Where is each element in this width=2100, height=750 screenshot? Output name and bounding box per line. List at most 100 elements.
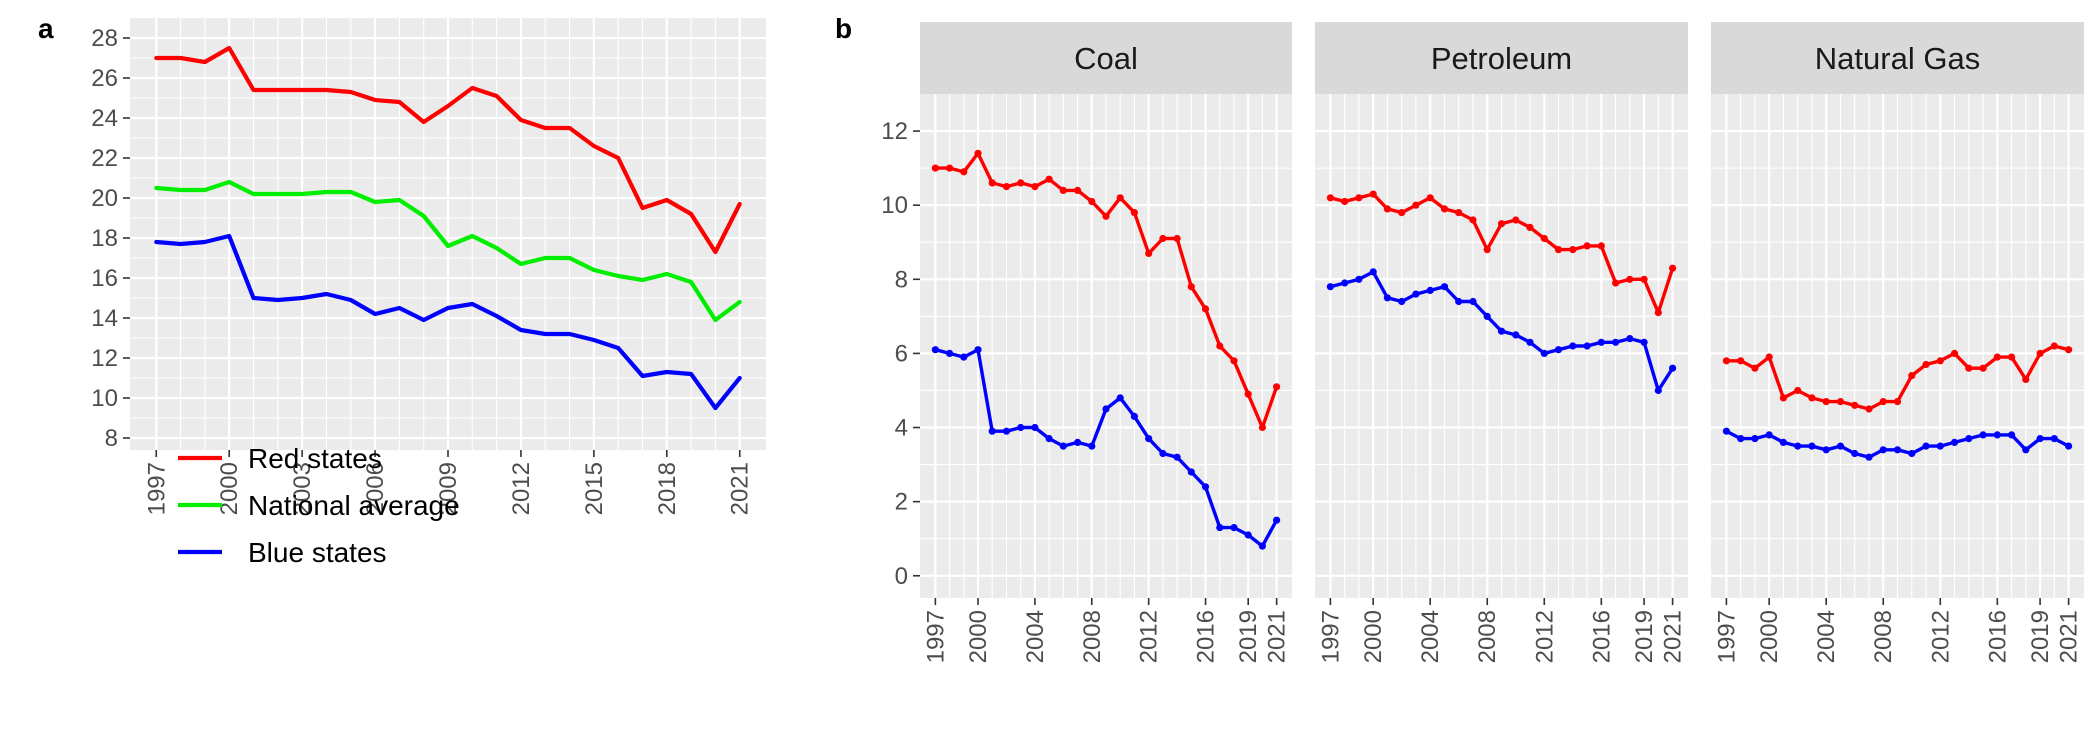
data-point-red-states — [1851, 401, 1859, 409]
x-tick-label: 1997 — [1713, 610, 1740, 663]
data-point-red-states — [1737, 357, 1745, 365]
data-point-blue-states — [1936, 442, 1944, 450]
data-point-blue-states — [1045, 435, 1053, 443]
data-point-blue-states — [1440, 283, 1449, 291]
data-point-blue-states — [1341, 279, 1349, 287]
data-point-blue-states — [1216, 524, 1224, 532]
data-point-blue-states — [1244, 531, 1252, 539]
data-point-blue-states — [946, 349, 954, 357]
data-point-red-states — [1216, 342, 1224, 350]
data-point-red-states — [2050, 342, 2058, 350]
data-point-blue-states — [931, 346, 940, 354]
x-tick-label: 1997 — [922, 610, 949, 663]
data-point-blue-states — [2022, 446, 2030, 454]
data-point-red-states — [1059, 186, 1067, 194]
data-point-blue-states — [1808, 442, 1816, 450]
data-point-red-states — [1187, 283, 1195, 291]
x-tick-label: 2016 — [1588, 610, 1615, 663]
x-tick-label: 2019 — [1235, 610, 1262, 663]
data-point-red-states — [1341, 197, 1349, 206]
data-point-blue-states — [1597, 338, 1605, 346]
data-point-red-states — [1794, 386, 1802, 395]
data-point-blue-states — [1879, 446, 1887, 454]
x-tick-label: 2012 — [1927, 610, 1954, 663]
data-point-blue-states — [1922, 442, 1930, 450]
data-point-blue-states — [1950, 438, 1959, 446]
y-tick-label: 8 — [105, 425, 118, 452]
data-point-red-states — [1597, 242, 1605, 250]
data-point-blue-states — [1765, 431, 1773, 439]
data-point-red-states — [1822, 398, 1830, 406]
data-point-red-states — [1483, 246, 1491, 254]
x-tick-label: 1997 — [143, 462, 170, 515]
data-point-blue-states — [1159, 449, 1167, 458]
x-tick-label: 2008 — [1870, 610, 1897, 663]
x-tick-label: 2006 — [362, 462, 389, 515]
data-point-blue-states — [1583, 342, 1591, 350]
y-tick-label: 0 — [895, 563, 908, 590]
data-point-red-states — [1273, 383, 1281, 391]
data-point-blue-states — [1017, 423, 1025, 432]
data-point-red-states — [1145, 249, 1153, 257]
data-point-red-states — [2008, 353, 2016, 361]
data-point-red-states — [1722, 357, 1730, 365]
data-point-red-states — [1540, 234, 1548, 243]
x-tick-label: 2004 — [1022, 610, 1049, 663]
data-point-red-states — [1159, 234, 1167, 243]
y-tick-label: 12 — [91, 345, 118, 372]
data-point-red-states — [1440, 205, 1449, 213]
data-point-blue-states — [1512, 331, 1520, 339]
data-point-red-states — [1017, 179, 1025, 187]
data-point-blue-states — [1526, 338, 1534, 346]
data-point-red-states — [1201, 305, 1210, 313]
data-point-blue-states — [1554, 346, 1563, 354]
facet-petroleum: Petroleum 1997 2000 2004 2008 2012 2016 2019 202… — [1315, 22, 1688, 663]
series-line-red-states — [154, 45, 742, 255]
data-point-blue-states — [1540, 349, 1548, 357]
x-tick-label: 2015 — [581, 462, 608, 515]
legend-label-red-states: Red states — [248, 443, 382, 474]
data-point-blue-states — [1751, 435, 1759, 443]
data-point-red-states — [960, 168, 968, 176]
data-point-red-states — [1074, 186, 1082, 194]
data-point-red-states — [1412, 201, 1420, 209]
panel-a-label: a — [38, 13, 54, 44]
data-point-blue-states — [2065, 442, 2073, 450]
data-point-red-states — [1908, 372, 1916, 380]
x-tick-label: 2000 — [1756, 610, 1783, 663]
panel-a-chart: 8 10 12 14 16 18 20 22 24 26 28 1997 2000 2003 2006 200… — [91, 18, 766, 568]
x-tick-label: 2004 — [1813, 610, 1840, 663]
x-tick-label: 2004 — [1417, 610, 1444, 663]
data-point-blue-states — [988, 427, 996, 435]
data-point-blue-states — [1993, 431, 2001, 439]
data-point-red-states — [1173, 234, 1181, 243]
data-point-blue-states — [1722, 427, 1730, 435]
data-point-blue-states — [1145, 435, 1153, 443]
data-point-red-states — [1922, 360, 1930, 369]
y-tick-label: 22 — [91, 145, 118, 172]
data-point-red-states — [1031, 183, 1039, 191]
data-point-blue-states — [960, 353, 968, 361]
data-point-red-states — [1612, 279, 1620, 287]
data-point-red-states — [1950, 349, 1959, 357]
x-tick-label: 2012 — [1136, 610, 1163, 663]
x-tick-label: 2019 — [2027, 610, 2054, 663]
data-point-red-states — [1244, 390, 1252, 398]
data-point-blue-states — [1965, 435, 1973, 443]
facet-natural-gas: Natural Gas 1997 2000 2004 2008 2012 2016 2019 2… — [1711, 22, 2084, 663]
data-point-red-states — [1383, 205, 1391, 213]
y-tick-label: 20 — [91, 185, 118, 212]
data-point-red-states — [1893, 398, 1902, 406]
data-point-red-states — [1751, 364, 1759, 372]
data-point-blue-states — [1187, 468, 1195, 476]
x-tick-label: 2021 — [1660, 610, 1687, 663]
facet-strip — [1711, 22, 2084, 94]
x-tick-label: 1997 — [1317, 610, 1344, 663]
x-tick-label: 2008 — [1474, 610, 1501, 663]
data-point-blue-states — [1851, 449, 1859, 458]
data-point-red-states — [1583, 242, 1591, 250]
data-point-red-states — [1497, 220, 1506, 228]
data-point-blue-states — [1893, 446, 1902, 454]
data-point-blue-states — [1059, 442, 1067, 450]
facet-strip — [920, 22, 1292, 94]
